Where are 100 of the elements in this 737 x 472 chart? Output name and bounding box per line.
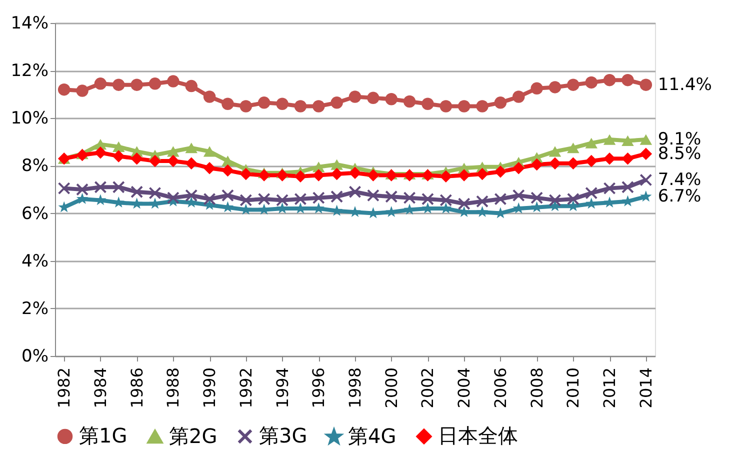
y-tick-label: 0%: [22, 346, 48, 366]
x-tick-label: 2000: [382, 368, 401, 408]
x-tick-label: 1982: [54, 368, 74, 408]
legend-label: 第4G: [348, 424, 396, 448]
point: [476, 100, 488, 112]
x-tick-label: 2014: [636, 368, 656, 408]
point: [185, 142, 198, 154]
data-label: 11.4%: [658, 74, 712, 95]
point: [258, 192, 270, 206]
point: [603, 182, 616, 195]
point: [512, 90, 525, 103]
y-tick-label: 10%: [10, 108, 48, 129]
point: [622, 74, 634, 86]
point: [476, 195, 489, 208]
point: [567, 157, 580, 170]
point: [603, 74, 616, 86]
point: [94, 146, 107, 159]
point: [366, 189, 380, 202]
point: [330, 168, 343, 180]
point: [530, 158, 543, 171]
point: [640, 78, 652, 91]
x-tick-label: 1994: [272, 368, 292, 408]
point: [548, 146, 562, 157]
point: [276, 169, 288, 182]
y-tick-label: 8%: [22, 156, 48, 176]
x-tick-label: 1990: [200, 368, 220, 408]
point: [330, 159, 343, 170]
point: [240, 100, 252, 112]
point: [476, 206, 488, 218]
point: [112, 141, 125, 152]
x-tick-label: 2008: [527, 368, 546, 408]
point: [458, 100, 470, 112]
x-tick-label: 2006: [490, 368, 510, 408]
point: [458, 198, 470, 210]
point: [112, 150, 125, 162]
x-tick-label: 2002: [418, 368, 438, 408]
point: [203, 90, 216, 103]
x-tick-label: 2012: [600, 368, 620, 408]
point: [185, 189, 198, 202]
point: [312, 192, 325, 204]
point: [548, 81, 562, 94]
x-tick-label: 1986: [127, 368, 146, 408]
point: [567, 142, 580, 154]
point: [585, 154, 598, 168]
point: [167, 75, 180, 88]
point: [494, 192, 507, 206]
point: [76, 84, 88, 97]
point: [640, 134, 652, 145]
point: [112, 78, 125, 91]
point: [585, 76, 598, 89]
point: [221, 189, 234, 202]
point: [276, 98, 288, 110]
point: [622, 135, 634, 146]
point: [330, 96, 343, 109]
point: [58, 83, 70, 96]
legend-label: 第1G: [79, 423, 128, 448]
point: [385, 190, 398, 203]
point: [203, 162, 216, 174]
point: [148, 78, 162, 90]
point: [348, 166, 362, 179]
point: [403, 95, 416, 108]
point: [94, 180, 107, 194]
x-tick-label: 1988: [164, 368, 183, 408]
point: [276, 194, 289, 206]
point: [640, 148, 652, 160]
x-tick-label: 1992: [236, 368, 256, 408]
point: [567, 78, 580, 91]
x-tick-label: 2004: [454, 368, 474, 408]
x-tick-label: 1998: [346, 368, 364, 408]
point: [440, 100, 452, 112]
legend-label: 第3G: [259, 423, 308, 448]
point: [421, 192, 434, 206]
point: [240, 168, 252, 180]
x-tick-label: 2010: [564, 368, 583, 408]
point: [222, 156, 234, 166]
point: [148, 154, 162, 168]
point: [76, 192, 88, 204]
point: [130, 152, 143, 165]
point: [512, 162, 525, 174]
point: [148, 186, 162, 200]
point: [130, 186, 144, 198]
point: [312, 169, 325, 182]
point: [330, 190, 344, 203]
point: [294, 100, 307, 112]
point: [530, 82, 543, 95]
point: [312, 100, 325, 112]
point: [530, 192, 544, 204]
x-tick-label: 1996: [309, 368, 328, 408]
point: [203, 192, 216, 206]
point: [367, 92, 380, 104]
point: [185, 80, 198, 92]
point: [294, 192, 307, 206]
y-tick-label: 12%: [10, 61, 48, 82]
point: [258, 96, 270, 109]
point: [440, 170, 452, 183]
point: [476, 168, 488, 180]
point: [222, 98, 234, 110]
point: [422, 98, 434, 110]
point: [167, 146, 180, 157]
point: [585, 186, 598, 200]
